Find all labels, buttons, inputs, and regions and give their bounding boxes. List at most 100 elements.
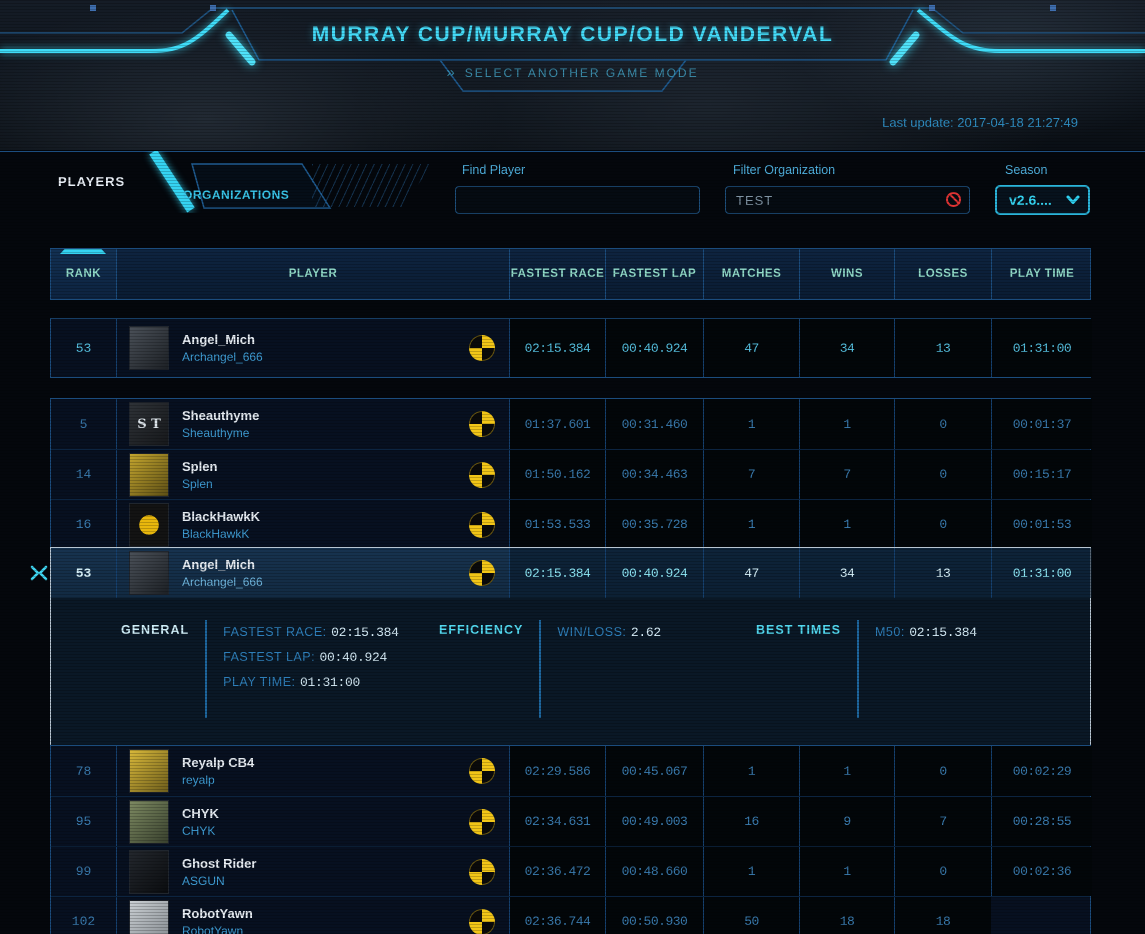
select-game-mode-label: SELECT ANOTHER GAME MODE (464, 65, 699, 80)
matches-cell: 7 (703, 450, 799, 499)
player-cell: Reyalp CB4 reyalp (116, 746, 509, 796)
wins-cell: 1 (799, 500, 894, 549)
losses-cell: 0 (894, 847, 991, 896)
column-header-fastest-lap[interactable]: FASTEST LAP (605, 249, 703, 299)
table-row[interactable]: 95 CHYK CHYK 02:34.631 00:49.003 16 9 7 0… (51, 796, 1092, 846)
table-row[interactable]: 78 Reyalp CB4 reyalp 02:29.586 00:45.067 … (51, 746, 1092, 796)
table-row[interactable]: 99 Ghost Rider ASGUN 02:36.472 00:48.660 … (51, 846, 1092, 896)
player-cell: RobotYawn RobotYawn (116, 897, 509, 934)
table-row[interactable]: 16 BlackHawkK BlackHawkK 01:53.533 00:35.… (51, 499, 1092, 549)
player-org: CHYK (182, 823, 216, 838)
crash-dummy-icon (469, 858, 495, 885)
leaderboard-block-lower: 78 Reyalp CB4 reyalp 02:29.586 00:45.067 … (50, 745, 1092, 934)
avatar (129, 452, 169, 497)
player-name: Ghost Rider (182, 855, 257, 871)
leaderboard-block-upper: 5 S T Sheauthyme Sheauthyme 01:37.601 00:… (50, 398, 1092, 550)
player-org: reyalp (182, 773, 215, 787)
avatar: S T (129, 402, 169, 446)
player-org: Archangel_666 (182, 575, 263, 589)
hatch-decoration (312, 164, 432, 207)
filter-organization-input[interactable] (725, 186, 970, 214)
play-time-cell: 00:15:17 (991, 450, 1092, 499)
rank-cell: 16 (75, 517, 92, 532)
tab-organizations-shape (149, 151, 332, 213)
fastest-race-cell: 01:53.533 (509, 500, 605, 549)
player-org: Sheauthyme (182, 426, 250, 440)
clear-filter-icon[interactable] (946, 192, 961, 207)
matches-cell: 47 (703, 548, 799, 598)
player-cell: BlackHawkK BlackHawkK (116, 500, 509, 549)
fastest-lap-cell: 00:49.003 (605, 797, 703, 846)
rank-cell: 53 (75, 340, 92, 356)
chevron-down-icon (1066, 195, 1080, 204)
fastest-race-cell: 02:34.631 (509, 797, 605, 846)
select-game-mode-button[interactable]: » SELECT ANOTHER GAME MODE (0, 64, 1145, 81)
crash-dummy-icon (469, 411, 495, 437)
table-row[interactable]: 14 Splen Splen 01:50.162 00:34.463 7 7 0 … (51, 449, 1092, 499)
player-name: BlackHawkK (182, 508, 261, 524)
avatar (129, 551, 169, 595)
tab-players[interactable]: PLAYERS (58, 174, 126, 189)
section-divider (857, 620, 860, 718)
header-divider (0, 151, 1145, 152)
season-label: Season (1005, 163, 1048, 177)
crash-dummy-icon (469, 908, 495, 934)
section-divider (539, 620, 542, 718)
column-header-wins[interactable]: WINS (799, 249, 894, 299)
crash-dummy-icon (469, 511, 495, 538)
crash-dummy-icon (469, 808, 495, 835)
player-name: Splen (182, 458, 218, 474)
column-header-player[interactable]: PLAYER (116, 249, 509, 299)
rank-sort-indicator (60, 249, 106, 254)
fastest-lap-cell: 00:40.924 (605, 548, 703, 598)
wins-cell: 34 (799, 319, 894, 377)
column-header-rank[interactable]: RANK (51, 249, 116, 299)
fastest-race-cell: 02:15.384 (509, 548, 605, 598)
losses-cell: 0 (894, 500, 991, 549)
last-update-timestamp: Last update: 2017-04-18 21:27:49 (882, 115, 1078, 130)
season-select[interactable]: v2.6.... (995, 185, 1090, 215)
fastest-race-cell: 02:36.744 (509, 897, 605, 934)
column-header-play-time[interactable]: PLAY TIME (991, 249, 1092, 299)
crash-dummy-icon (469, 461, 495, 488)
player-org: Splen (182, 476, 213, 491)
player-name: RobotYawn (182, 905, 253, 921)
wins-cell: 34 (799, 548, 894, 598)
avatar (129, 749, 169, 793)
player-cell: S T Sheauthyme Sheauthyme (116, 399, 509, 449)
losses-cell: 13 (894, 548, 991, 598)
rank-cell: 102 (71, 914, 96, 929)
header-frame-decoration (0, 5, 1145, 92)
page-title: MURRAY CUP/MURRAY CUP/OLD VANDERVAL (311, 23, 834, 46)
column-header-losses[interactable]: LOSSES (894, 249, 991, 299)
column-header-matches[interactable]: MATCHES (703, 249, 799, 299)
player-name: Reyalp CB4 (182, 755, 255, 770)
rank-cell: 14 (75, 467, 92, 482)
table-row[interactable]: 5 S T Sheauthyme Sheauthyme 01:37.601 00:… (51, 399, 1092, 449)
play-time-cell: 00:01:37 (991, 399, 1092, 449)
fastest-lap-cell: 00:48.660 (605, 847, 703, 896)
player-cell: CHYK CHYK (116, 797, 509, 846)
fastest-lap-cell: 00:40.924 (605, 319, 703, 377)
fastest-race-cell: 02:29.586 (509, 746, 605, 796)
rank-cell: 53 (75, 565, 92, 581)
rank-cell: 95 (75, 814, 92, 829)
section-divider (205, 620, 208, 718)
player-cell: Angel_Mich Archangel_666 (116, 319, 509, 377)
player-name: Angel_Mich (182, 332, 255, 347)
table-row[interactable]: 102 RobotYawn RobotYawn 02:36.744 00:50.9… (51, 896, 1090, 934)
find-player-input[interactable] (455, 186, 700, 214)
pinned-player-block: 53 Angel_Mich Archangel_666 02:15.384 00:… (50, 318, 1092, 378)
collapse-row-icon[interactable] (30, 564, 48, 582)
table-header: RANK PLAYER FASTEST RACE FASTEST LAP MAT… (50, 248, 1091, 300)
table-row-selected[interactable]: 53 Angel_Mich Archangel_666 02:15.384 00:… (51, 548, 1092, 598)
play-time-cell: 00:02:29 (991, 746, 1092, 796)
table-row[interactable]: 53 Angel_Mich Archangel_666 02:15.384 00:… (51, 319, 1092, 377)
wins-cell: 1 (799, 399, 894, 449)
matches-cell: 47 (703, 319, 799, 377)
matches-cell: 1 (703, 847, 799, 896)
player-cell: Angel_Mich Archangel_666 (116, 548, 509, 598)
column-header-fastest-race[interactable]: FASTEST RACE (509, 249, 605, 299)
avatar (129, 326, 169, 370)
tab-organizations[interactable]: ORGANIZATIONS (183, 188, 290, 202)
